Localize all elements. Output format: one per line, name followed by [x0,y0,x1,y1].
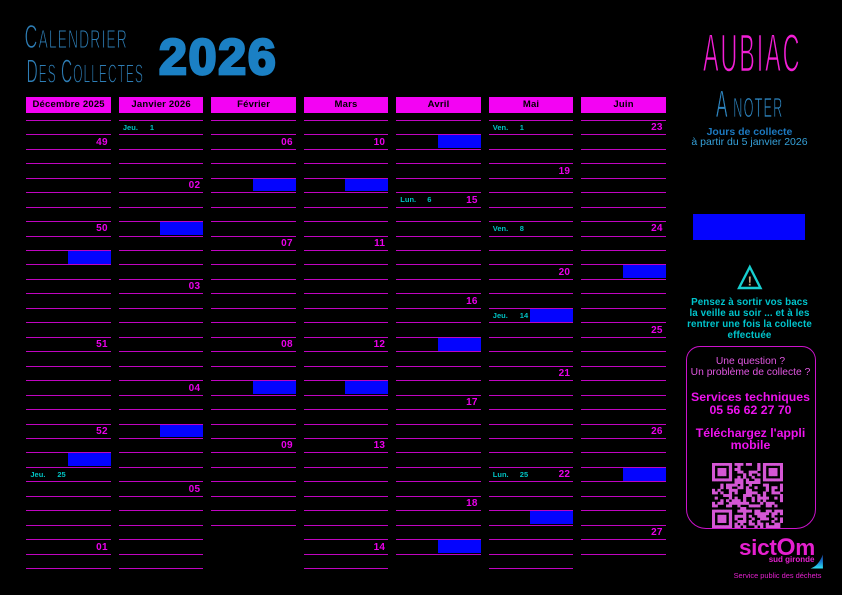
svg-text:!: ! [748,274,752,289]
svg-text:2026: 2026 [159,29,277,85]
svg-text:DES COLLECTES: DES COLLECTES [27,54,144,90]
svg-text:A NOTER: A NOTER [716,83,783,125]
svg-text:CALENDRIER: CALENDRIER [25,18,128,55]
svg-text:AUBIAC: AUBIAC [703,24,801,84]
